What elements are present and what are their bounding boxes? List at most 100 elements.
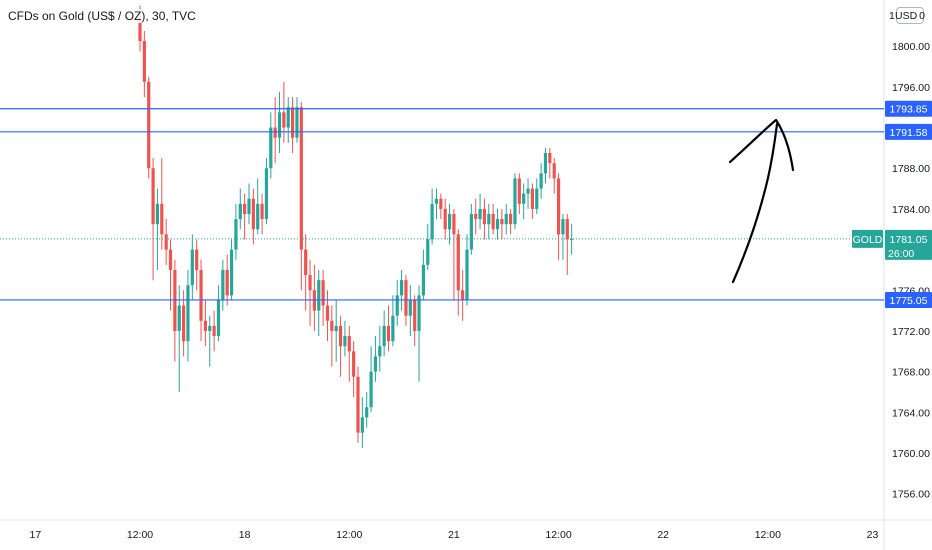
candle-body (299, 107, 303, 250)
candle-body (221, 269, 225, 301)
time-axis-tick-label: 12:00 (755, 529, 781, 541)
time-axis-tick-label: 12:00 (545, 529, 571, 541)
current-price-label: 1781.05 (890, 234, 928, 246)
candle-body (238, 203, 242, 220)
candle-body (225, 269, 229, 296)
candle-body (482, 208, 487, 225)
candle-body (264, 168, 269, 220)
candle-body (530, 188, 534, 209)
drawing-arrow-head (728, 118, 795, 172)
candle-body (478, 208, 482, 220)
candle-body (487, 214, 491, 225)
time-axis-tick-label: 12:00 (336, 529, 362, 541)
candle-body (234, 219, 238, 250)
candle-body (229, 249, 234, 296)
candle-body (565, 219, 569, 240)
candle-body (321, 280, 325, 306)
candle-body (212, 325, 216, 337)
drawing-arrow-shaft (731, 122, 779, 284)
candle-body (247, 198, 251, 215)
candle-body (556, 178, 561, 235)
candle-body (256, 203, 260, 230)
candle-body (447, 214, 452, 230)
price-axis-tick-label: 1800.00 (892, 41, 930, 53)
candle-body (251, 198, 255, 230)
candle-body (491, 214, 495, 230)
candle-body (291, 107, 295, 138)
candle-body (282, 112, 286, 128)
currency-suffix: 0 (919, 9, 926, 22)
candle-body (199, 269, 203, 321)
candle-body (513, 178, 517, 225)
candle-body (452, 214, 456, 235)
candle-body (216, 300, 221, 337)
candle-body (382, 325, 386, 347)
candle-body (273, 127, 277, 138)
candle-body (535, 188, 539, 209)
candle-body (469, 214, 473, 250)
candle-body (295, 107, 299, 138)
candle-body (203, 320, 207, 331)
currency-button-label: USD (895, 9, 918, 22)
candle-body (570, 238, 574, 240)
candle-body (325, 305, 330, 321)
candle-body (365, 407, 369, 418)
candle-body (308, 275, 312, 291)
symbol-tag (852, 229, 883, 248)
candle-body (160, 203, 164, 235)
candle-body (142, 41, 146, 82)
candle-body (338, 325, 343, 347)
candle-body (352, 351, 356, 377)
candle-body (400, 280, 404, 296)
candle-body (417, 295, 421, 331)
candle-body (474, 214, 478, 220)
symbol-tag-label: GOLD (853, 234, 883, 246)
candle-body (373, 356, 378, 372)
time-axis-tick-label: 18 (239, 529, 251, 541)
current-price-tag (885, 229, 932, 260)
candle-body (147, 81, 151, 169)
candle-body (391, 315, 395, 342)
candle-body (378, 346, 382, 357)
candle-body (386, 325, 391, 342)
candle-body (426, 239, 430, 265)
price-axis-tick-label: 1768.00 (892, 367, 930, 379)
candle-body (360, 417, 364, 433)
currency-button[interactable]: USD 0 (895, 7, 926, 24)
price-axis-tick-label: 1764.00 (892, 407, 930, 419)
candle-body (343, 336, 347, 347)
time-axis-tick-label: 12:00 (127, 529, 153, 541)
chart-title: CFDs on Gold (US$ / OZ), 30, TVC (6, 9, 198, 23)
candle-body (138, 15, 142, 42)
candle-body (195, 249, 199, 270)
level-price-label: 1793.85 (890, 104, 928, 116)
candle-body (539, 173, 543, 189)
candle-body (552, 163, 556, 179)
candle-body (164, 234, 168, 250)
level-price-tag (885, 100, 932, 117)
level-price-tag (885, 291, 932, 308)
candle-body (330, 320, 334, 331)
candle-body (356, 376, 360, 433)
candle-body (395, 295, 399, 316)
candle-body (439, 198, 443, 209)
candle-body (543, 152, 548, 174)
bar-countdown-label: 26:00 (888, 248, 914, 260)
candle-body (286, 107, 290, 128)
candle-body (456, 234, 460, 291)
candle-body (347, 336, 351, 352)
candle-body (548, 152, 552, 164)
candle-body (243, 203, 247, 215)
price-axis-tick-label: 1772.00 (892, 326, 930, 338)
candle-body (155, 203, 160, 225)
price-axis-tick-label: 1756.00 (892, 489, 930, 501)
candle-body (421, 264, 425, 296)
candle-body (413, 300, 417, 331)
candle-body (465, 249, 469, 301)
candle-body (317, 280, 321, 311)
currency-prefix: 1 (889, 10, 897, 22)
candle-body (495, 219, 500, 230)
level-price-label: 1775.05 (890, 295, 928, 307)
